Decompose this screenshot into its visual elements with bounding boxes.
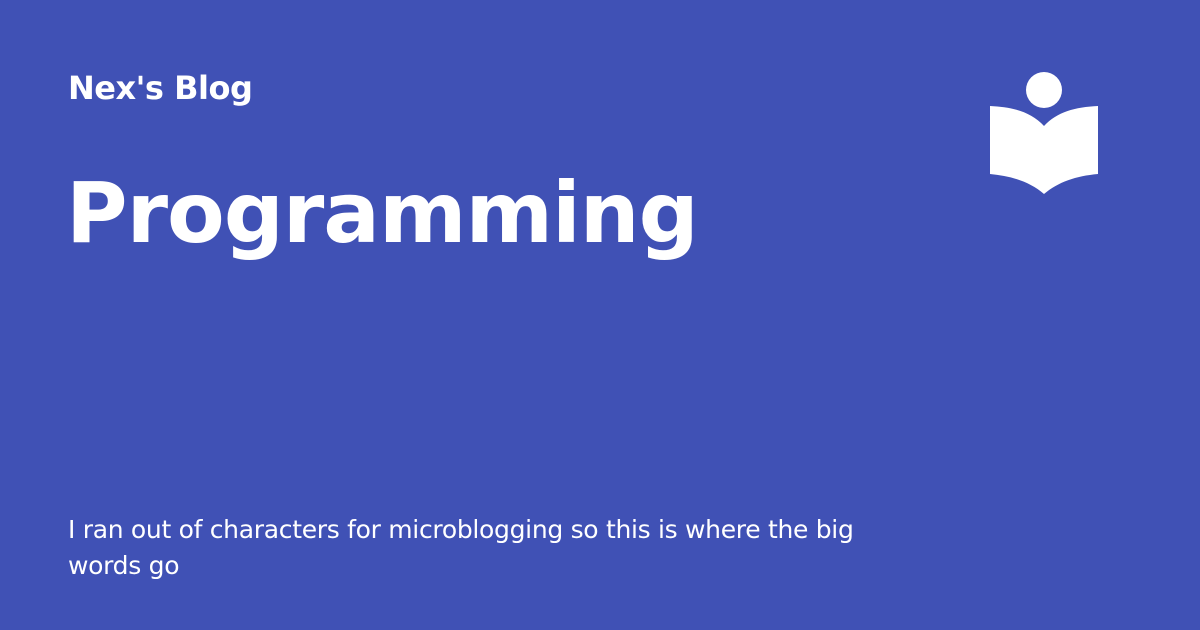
page-title: Programming <box>66 164 699 262</box>
reader-book-icon <box>988 70 1100 198</box>
site-name: Nex's Blog <box>68 69 253 107</box>
site-description: I ran out of characters for microbloggin… <box>68 515 854 580</box>
